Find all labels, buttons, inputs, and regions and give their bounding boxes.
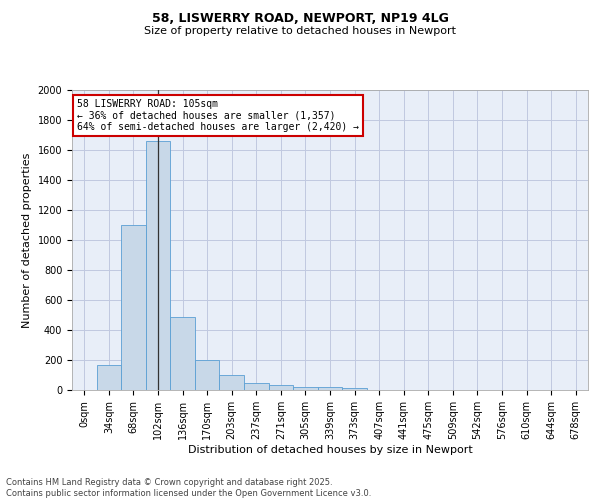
Bar	[342, 388, 367, 390]
Bar	[170, 316, 195, 390]
Text: Contains HM Land Registry data © Crown copyright and database right 2025.
Contai: Contains HM Land Registry data © Crown c…	[6, 478, 371, 498]
Text: 58, LISWERRY ROAD, NEWPORT, NP19 4LG: 58, LISWERRY ROAD, NEWPORT, NP19 4LG	[152, 12, 448, 26]
Text: Size of property relative to detached houses in Newport: Size of property relative to detached ho…	[144, 26, 456, 36]
Bar	[195, 360, 220, 390]
Bar	[244, 383, 269, 390]
Text: 58 LISWERRY ROAD: 105sqm
← 36% of detached houses are smaller (1,357)
64% of sem: 58 LISWERRY ROAD: 105sqm ← 36% of detach…	[77, 99, 359, 132]
Y-axis label: Number of detached properties: Number of detached properties	[22, 152, 32, 328]
Bar	[220, 375, 244, 390]
Bar	[269, 385, 293, 390]
X-axis label: Distribution of detached houses by size in Newport: Distribution of detached houses by size …	[188, 444, 472, 454]
Bar	[97, 364, 121, 390]
Bar	[293, 386, 318, 390]
Bar	[121, 225, 146, 390]
Bar	[146, 141, 170, 390]
Bar	[318, 387, 342, 390]
